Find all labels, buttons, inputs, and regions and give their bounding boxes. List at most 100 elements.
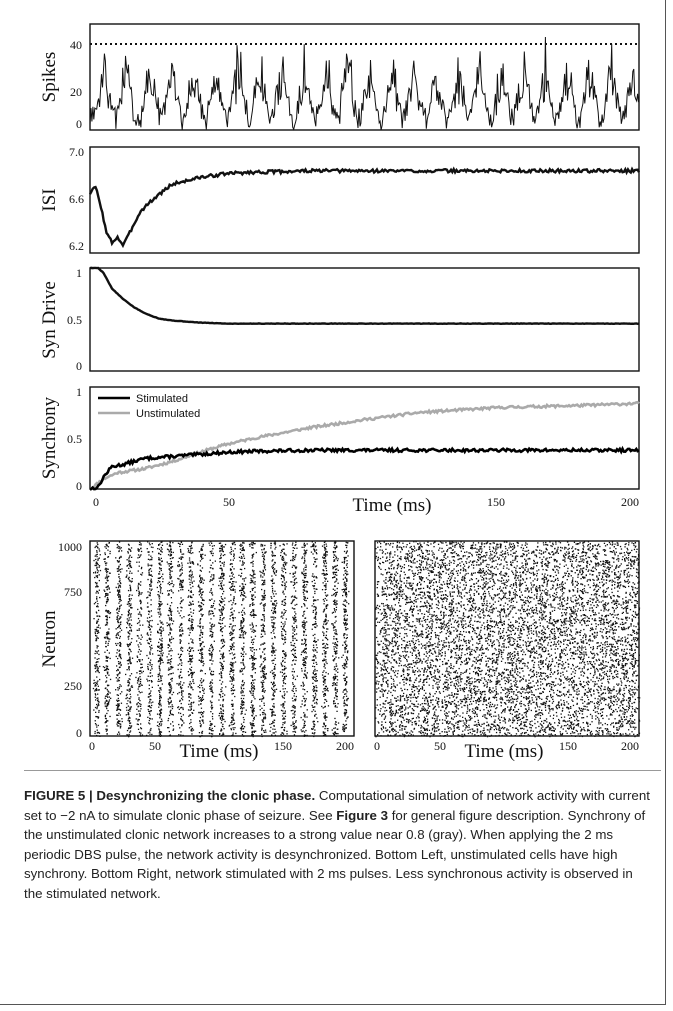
raster-left-spike-dot <box>323 546 326 548</box>
raster-left-spike-dot <box>254 614 256 616</box>
raster-left-spike-dot <box>103 669 106 671</box>
raster-left-spike-dot <box>167 698 169 700</box>
raster-left-spike-dot <box>210 673 212 675</box>
raster-left-spike-dot <box>169 542 171 544</box>
raster-left-spike-dot <box>294 685 296 687</box>
raster-left-spike-dot <box>262 595 264 597</box>
raster-left-spike-dot <box>282 733 285 735</box>
raster-left-spike-dot <box>274 674 276 676</box>
raster-left-spike-dot <box>325 583 327 585</box>
raster-left-spike-dot <box>219 658 222 660</box>
raster-left-spike-dot <box>291 566 293 568</box>
raster-left-spike-dot <box>303 598 305 600</box>
raster-left-spike-dot <box>96 637 98 639</box>
raster-left-spike-dot <box>220 710 222 713</box>
raster-left-spike-dot <box>210 634 212 636</box>
raster-left-spike-dot <box>331 594 333 597</box>
raster-left-spike-dot <box>200 625 202 627</box>
raster-left-spike-dot <box>118 677 121 679</box>
raster-left-spike-dot <box>161 637 163 640</box>
raster-left-spike-dot <box>263 607 265 609</box>
raster-left-spike-dot <box>323 600 325 602</box>
raster-left-spike-dot <box>98 653 100 656</box>
raster-left-spike-dot <box>324 589 326 591</box>
raster-left-spike-dot <box>253 629 256 631</box>
raster-left-spike-dot <box>251 725 253 727</box>
raster-left-spike-dot <box>149 564 151 566</box>
raster-left-spike-dot <box>190 697 192 699</box>
raster-left-spike-dot <box>313 549 315 551</box>
raster-left-spike-dot <box>104 637 106 639</box>
raster-left-spike-dot <box>244 713 246 715</box>
raster-left-spike-dot <box>245 709 247 711</box>
raster-left-spike-dot <box>334 569 337 571</box>
raster-left-spike-dot <box>201 732 203 734</box>
raster-left-spike-dot <box>313 599 315 601</box>
raster-left-spike-dot <box>336 559 339 562</box>
raster-left-spike-dot <box>252 563 254 565</box>
raster-left-spike-dot <box>333 703 335 705</box>
raster-left-spike-dot <box>210 674 213 676</box>
raster-left-spike-dot <box>98 671 100 674</box>
raster-left-spike-dot <box>231 583 233 585</box>
raster-left-spike-dot <box>96 652 98 654</box>
raster-left-spike-dot <box>199 716 202 719</box>
raster-left-spike-dot <box>222 655 224 657</box>
raster-left-spike-dot <box>188 595 190 597</box>
raster-left-spike-dot <box>146 620 149 622</box>
raster-left-spike-dot <box>294 620 296 623</box>
raster-left-spike-dot <box>137 651 140 653</box>
raster-left-spike-dot <box>197 601 200 603</box>
raster-left-spike-dot <box>157 591 160 593</box>
raster-left-spike-dot <box>221 631 223 633</box>
raster-left-spike-dot <box>264 647 266 650</box>
raster-left-spike-dot <box>244 633 246 635</box>
raster-left-spike-dot <box>240 593 243 595</box>
raster-left-spike-dot <box>151 558 153 561</box>
raster-left-spike-dot <box>161 541 163 543</box>
raster-left-spike-dot <box>323 627 325 629</box>
raster-left-spike-dot <box>241 726 243 728</box>
raster-left-spike-dot <box>179 634 181 636</box>
raster-left-spike-dot <box>208 649 210 651</box>
raster-left-spike-dot <box>182 553 185 555</box>
raster-left-spike-dot <box>296 603 298 606</box>
raster-left-spike-dot <box>128 727 130 729</box>
raster-left-spike-dot <box>242 673 244 675</box>
raster-left-spike-dot <box>181 684 184 686</box>
raster-left-spike-dot <box>333 701 335 703</box>
raster-left-spike-dot <box>251 614 254 616</box>
raster-left-spike-dot <box>283 568 285 570</box>
raster-left-spike-dot <box>128 559 130 561</box>
raster-left-spike-dot <box>202 712 204 715</box>
raster-left-spike-dot <box>158 571 161 573</box>
raster-left-spike-dot <box>160 723 163 725</box>
raster-left-spike-dot <box>262 598 264 600</box>
raster-left-spike-dot <box>274 663 277 666</box>
raster-left-spike-dot <box>284 676 286 678</box>
raster-left-spike-dot <box>190 658 192 660</box>
raster-left-spike-dot <box>171 665 173 668</box>
raster-left-spike-dot <box>343 689 345 691</box>
raster-left-spike-dot <box>161 720 163 722</box>
raster-left-spike-dot <box>117 583 119 585</box>
raster-left-spike-dot <box>271 597 273 599</box>
raster-left-spike-dot <box>199 680 202 682</box>
raster-left-spike-dot <box>324 547 326 549</box>
raster-left-spike-dot <box>211 707 213 710</box>
raster-left-spike-dot <box>316 717 318 719</box>
raster-left-spike-dot <box>346 698 348 700</box>
raster-left-spike-dot <box>147 668 149 671</box>
raster-left-spike-dot <box>130 673 133 675</box>
raster-left-spike-dot <box>188 647 190 649</box>
raster-left-spike-dot <box>251 694 253 696</box>
raster-left-spike-dot <box>210 724 212 727</box>
raster-left-spike-dot <box>107 642 109 645</box>
raster-left-spike-dot <box>272 607 274 609</box>
raster-left-spike-dot <box>281 584 284 587</box>
raster-left-spike-dot <box>252 663 254 665</box>
raster-left-spike-dot <box>188 620 191 622</box>
raster-left-spike-dot <box>106 700 108 702</box>
raster-left-spike-dot <box>94 628 96 631</box>
raster-left-spike-dot <box>168 659 170 661</box>
